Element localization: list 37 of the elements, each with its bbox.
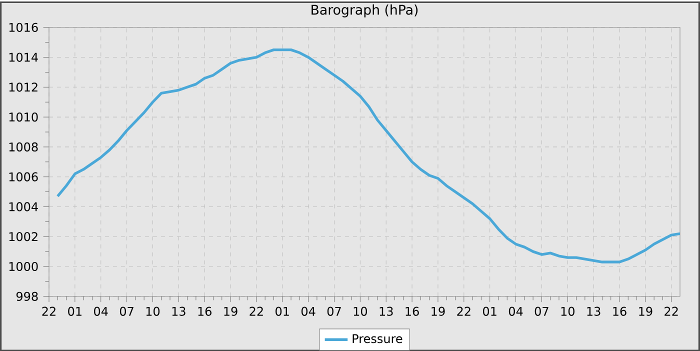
- x-tick-label: 10: [146, 306, 160, 316]
- x-tick-label: 07: [120, 306, 134, 316]
- x-tick-label: 13: [380, 306, 393, 316]
- y-tick-label: 1000: [9, 262, 38, 271]
- x-tick-label: 13: [172, 306, 186, 316]
- x-tick-label: 22: [42, 306, 56, 316]
- x-tick-label: 04: [94, 306, 108, 316]
- x-tick-label: 07: [327, 306, 341, 316]
- x-tick-label: 22: [250, 306, 263, 316]
- y-tick-label: 1014: [9, 52, 38, 62]
- y-tick-label: 1006: [9, 172, 38, 182]
- x-tick-label: 22: [664, 306, 678, 316]
- y-tick-label: 1004: [9, 202, 38, 212]
- y-tick-label: 1012: [9, 82, 38, 92]
- legend-label: Pressure: [352, 334, 402, 343]
- x-tick-label: 16: [198, 306, 212, 316]
- x-tick-label: 04: [301, 306, 316, 316]
- x-tick-label: 16: [406, 306, 419, 316]
- x-tick-label: 01: [68, 306, 82, 316]
- x-tick-label: 19: [224, 306, 238, 316]
- y-tick-label: 1016: [9, 22, 38, 32]
- chart-title: Barograph (hPa): [312, 4, 418, 18]
- x-tick-label: 01: [276, 306, 289, 316]
- x-tick-label: 01: [483, 306, 496, 316]
- x-tick-label: 04: [508, 306, 523, 316]
- x-tick-label: 19: [432, 306, 445, 316]
- y-tick-label: 998: [16, 292, 38, 301]
- x-tick-label: 19: [639, 306, 652, 316]
- x-tick-label: 10: [561, 306, 574, 316]
- x-tick-label: 13: [587, 306, 600, 316]
- x-tick-label: 10: [354, 306, 368, 316]
- x-tick-label: 22: [457, 306, 470, 316]
- y-tick-label: 1008: [9, 142, 38, 152]
- y-tick-label: 1002: [9, 232, 38, 241]
- x-tick-label: 16: [613, 306, 626, 316]
- x-tick-label: 07: [534, 306, 548, 316]
- y-tick-label: 1010: [9, 112, 38, 122]
